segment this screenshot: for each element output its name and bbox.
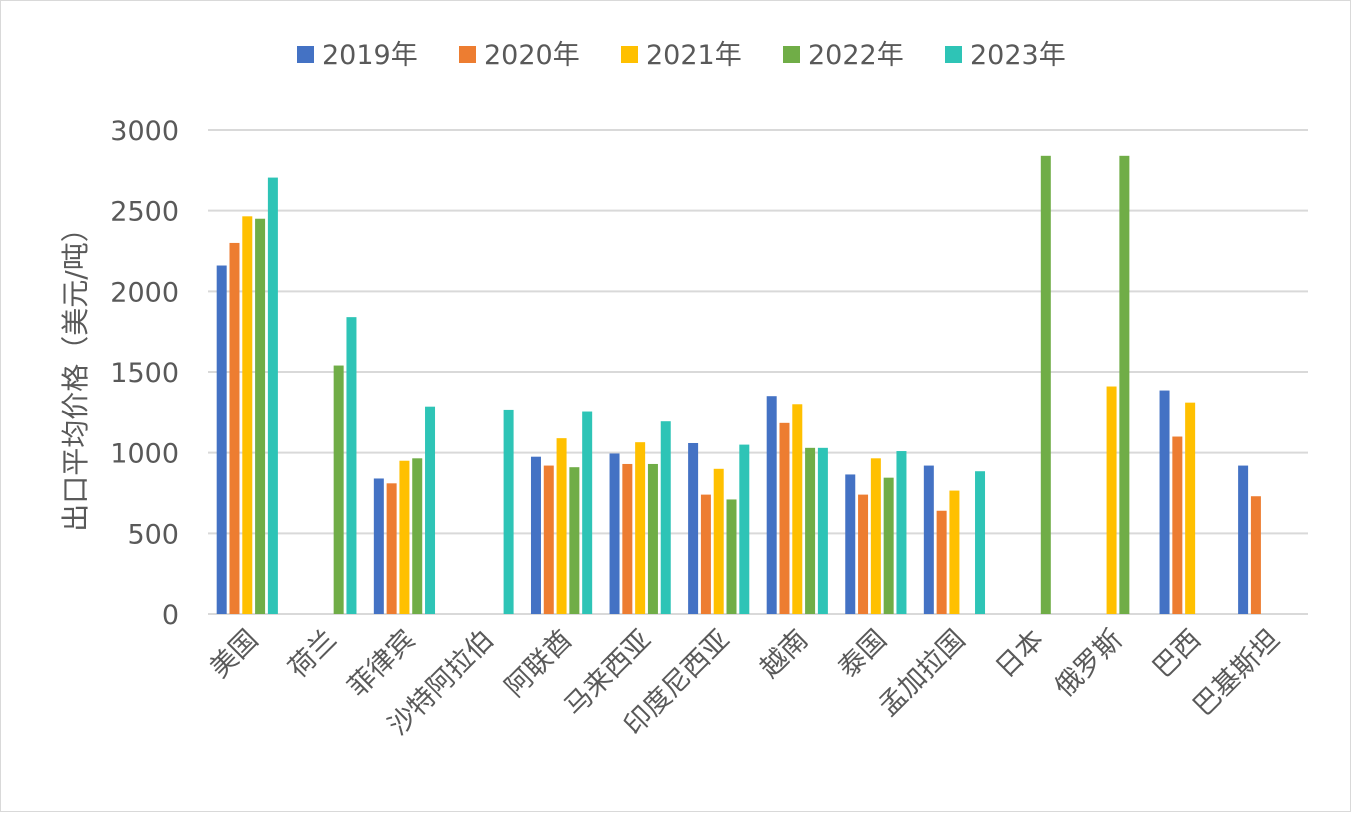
legend-swatch: [945, 46, 962, 63]
bar: [1185, 402, 1196, 614]
y-axis-label: 出口平均价格（美元/吨）: [59, 214, 92, 531]
legend-swatch: [621, 46, 638, 63]
y-tick-label: 2000: [110, 277, 179, 308]
y-tick-label: 1500: [110, 358, 179, 389]
legend-label: 2023年: [970, 40, 1066, 71]
legend: 2019年 2020年 2021年 2022年 2023年: [297, 40, 1066, 71]
legend-label: 2019年: [322, 40, 418, 71]
bar: [267, 177, 278, 614]
bar: [229, 242, 240, 614]
bar: [688, 442, 699, 614]
bar: [569, 467, 580, 614]
bar: [346, 317, 357, 614]
x-tick-label: 日本: [990, 624, 1050, 684]
x-tick-label: 俄罗斯: [1049, 624, 1128, 703]
legend-swatch: [297, 46, 314, 63]
bar: [1238, 465, 1249, 614]
bar: [936, 510, 947, 614]
legend-swatch: [783, 46, 800, 63]
bar: [858, 494, 869, 614]
bar: [923, 465, 934, 614]
y-tick-labels: 0 500 1000 1500 2000 2500 3000: [110, 116, 179, 631]
bar: [713, 468, 724, 614]
bar: [949, 490, 960, 614]
bar: [242, 216, 253, 614]
bar: [726, 499, 737, 614]
x-tick-label: 美国: [204, 624, 264, 684]
bar: [660, 421, 671, 614]
bars: [216, 155, 1261, 615]
y-tick-label: 2500: [110, 197, 179, 228]
bar: [556, 438, 567, 614]
bar: [739, 444, 750, 614]
legend-label: 2021年: [646, 40, 742, 71]
x-tick-label: 泰国: [833, 624, 893, 684]
bar: [582, 411, 593, 614]
bar: [425, 406, 436, 614]
x-tick-label: 孟加拉国: [873, 624, 971, 722]
bar: [412, 458, 423, 614]
bar: [635, 442, 646, 614]
bar: [779, 422, 790, 614]
bar: [373, 478, 384, 614]
bar: [399, 460, 410, 614]
bar: [1159, 390, 1170, 614]
bar: [1172, 436, 1183, 614]
bar: [1250, 496, 1261, 614]
bar: [1119, 155, 1130, 614]
legend-label: 2022年: [808, 40, 904, 71]
bar: [896, 451, 907, 614]
bar: [647, 463, 658, 614]
y-tick-label: 0: [162, 600, 179, 631]
bar: [792, 404, 803, 614]
x-tick-label: 巴西: [1147, 624, 1207, 684]
legend-swatch: [459, 46, 476, 63]
bar: [503, 409, 514, 614]
bar: [609, 453, 620, 614]
bar: [543, 465, 554, 614]
bar: [1040, 155, 1051, 614]
x-tick-label: 越南: [754, 624, 814, 684]
x-tick-label: 巴基斯坦: [1187, 624, 1285, 722]
y-tick-label: 1000: [110, 439, 179, 470]
bar: [386, 483, 397, 614]
bar: [333, 365, 344, 614]
y-tick-label: 3000: [110, 116, 179, 147]
bar: [255, 218, 266, 615]
bar: [622, 463, 633, 614]
bar: [216, 265, 227, 614]
bar: [700, 494, 711, 614]
bar: [870, 458, 881, 614]
y-tick-label: 500: [127, 519, 179, 550]
bar: [975, 471, 986, 614]
x-tick-label: 荷兰: [283, 624, 343, 684]
bar: [845, 474, 856, 614]
bar: [805, 447, 816, 614]
bar: [817, 447, 828, 614]
bar: [883, 477, 894, 614]
bar: [1106, 386, 1117, 614]
bar: [766, 396, 777, 614]
grid-lines: [208, 129, 1308, 615]
bar: [530, 456, 541, 614]
legend-label: 2020年: [484, 40, 580, 71]
